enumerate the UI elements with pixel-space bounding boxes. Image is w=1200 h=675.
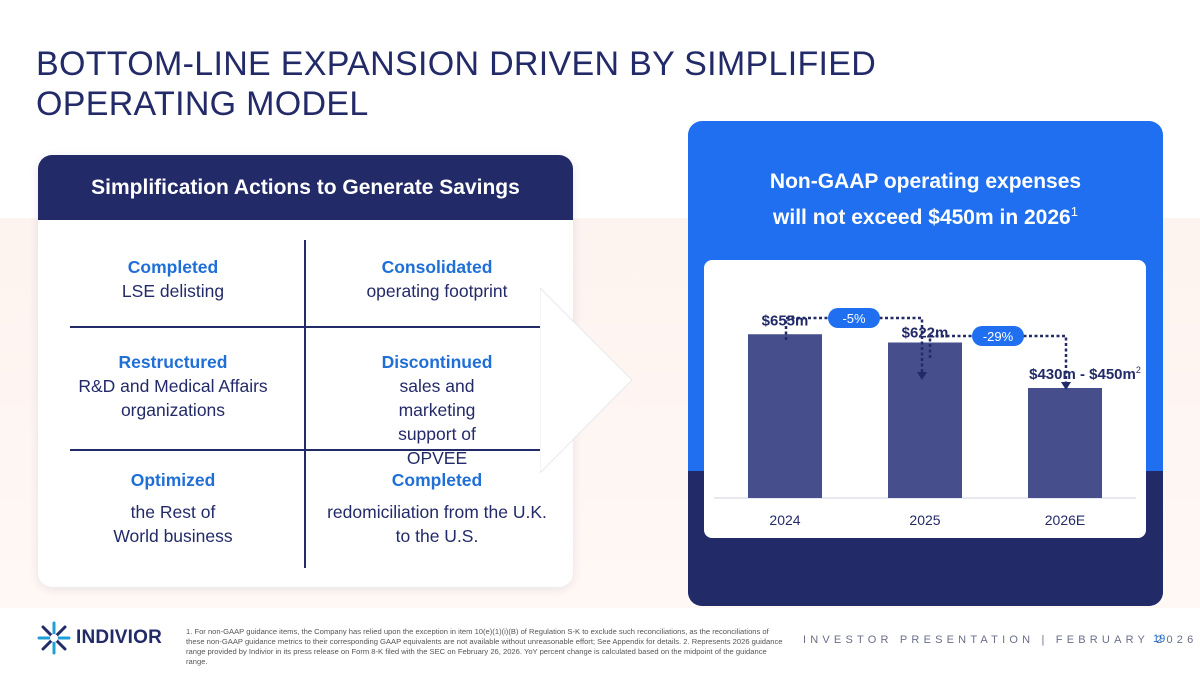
action-head: Consolidated <box>381 257 493 277</box>
action-head: Completed <box>391 470 483 490</box>
bar <box>1028 388 1102 498</box>
action-body: operating footprint <box>366 281 508 301</box>
grid-vertical-divider <box>304 240 306 568</box>
bar <box>748 334 822 498</box>
logo-text: INDIVIOR <box>76 627 163 648</box>
footnote: 1. For non-GAAP guidance items, the Comp… <box>186 627 783 666</box>
opex-bar-chart: 2024 2025 2026E$655m$622m$430m - $450m2-5%… <box>714 308 1141 528</box>
presentation-label: INVESTOR PRESENTATION | FEBRUARY 2026 <box>803 634 1198 646</box>
logo: INDIVIOR <box>36 620 162 656</box>
action-head: Optimized <box>130 470 216 490</box>
action-body: the Rest of World business <box>113 502 233 546</box>
grid-horizontal-divider <box>70 326 540 328</box>
action-body: LSE delisting <box>121 281 225 301</box>
change-arrowhead <box>917 372 927 380</box>
card-arrow <box>540 288 633 473</box>
action-body: redomiciliation from the U.K. to the U.S… <box>327 502 547 546</box>
action-cell: Restructured R&D and Medical Affairs org… <box>56 350 290 422</box>
action-cell: Consolidated operating footprint <box>320 255 554 303</box>
change-badge <box>828 308 880 328</box>
change-badge <box>972 326 1024 346</box>
change-badge-label: -5% <box>842 311 866 326</box>
bar <box>888 342 962 498</box>
action-body: R&D and Medical Affairs organizations <box>78 376 268 420</box>
data-label-sup: 2 <box>1136 365 1141 375</box>
action-head: Discontinued <box>381 352 493 372</box>
panel-title-line1: Non-GAAP operating expenses <box>769 170 1082 193</box>
action-body: sales and marketing support of OPVEE <box>398 376 476 468</box>
x-tick-label: 2026E <box>1045 512 1085 528</box>
indivior-logo-icon <box>37 621 71 655</box>
action-cell: Discontinued sales and marketing support… <box>320 350 554 470</box>
data-label: $430m - $450m2 <box>1029 365 1141 383</box>
action-cell: Completed LSE delisting <box>56 255 290 303</box>
action-head: Restructured <box>118 352 228 372</box>
panel-title-line2: will not exceed $450m in 20261 <box>688 197 1163 233</box>
panel-title-line2-text: will not exceed $450m in 2026 <box>773 206 1071 229</box>
card-header: Simplification Actions to Generate Savin… <box>38 155 573 220</box>
data-label: $622m <box>902 325 949 342</box>
panel-title: Non-GAAP operating expenses will not exc… <box>688 167 1163 233</box>
action-cell: Completed redomiciliation from the U.K. … <box>320 468 554 548</box>
action-cell: Optimized the Rest of World business <box>56 468 290 548</box>
panel-title-sup: 1 <box>1070 204 1078 219</box>
x-tick-label: 2024 <box>769 512 800 528</box>
x-tick-label: 2025 <box>909 512 940 528</box>
change-badge-label: -29% <box>983 329 1014 344</box>
grid-horizontal-divider <box>70 449 540 451</box>
chart-box: 2024 2025 2026E $655m $622m $430m - $450m2 -5%… <box>704 260 1146 538</box>
page-number: 19 <box>1153 633 1166 645</box>
change-arrowhead <box>1061 382 1071 390</box>
page-title: BOTTOM-LINE EXPANSION DRIVEN BY SIMPLIFI… <box>36 45 877 123</box>
action-head: Completed <box>127 257 219 277</box>
